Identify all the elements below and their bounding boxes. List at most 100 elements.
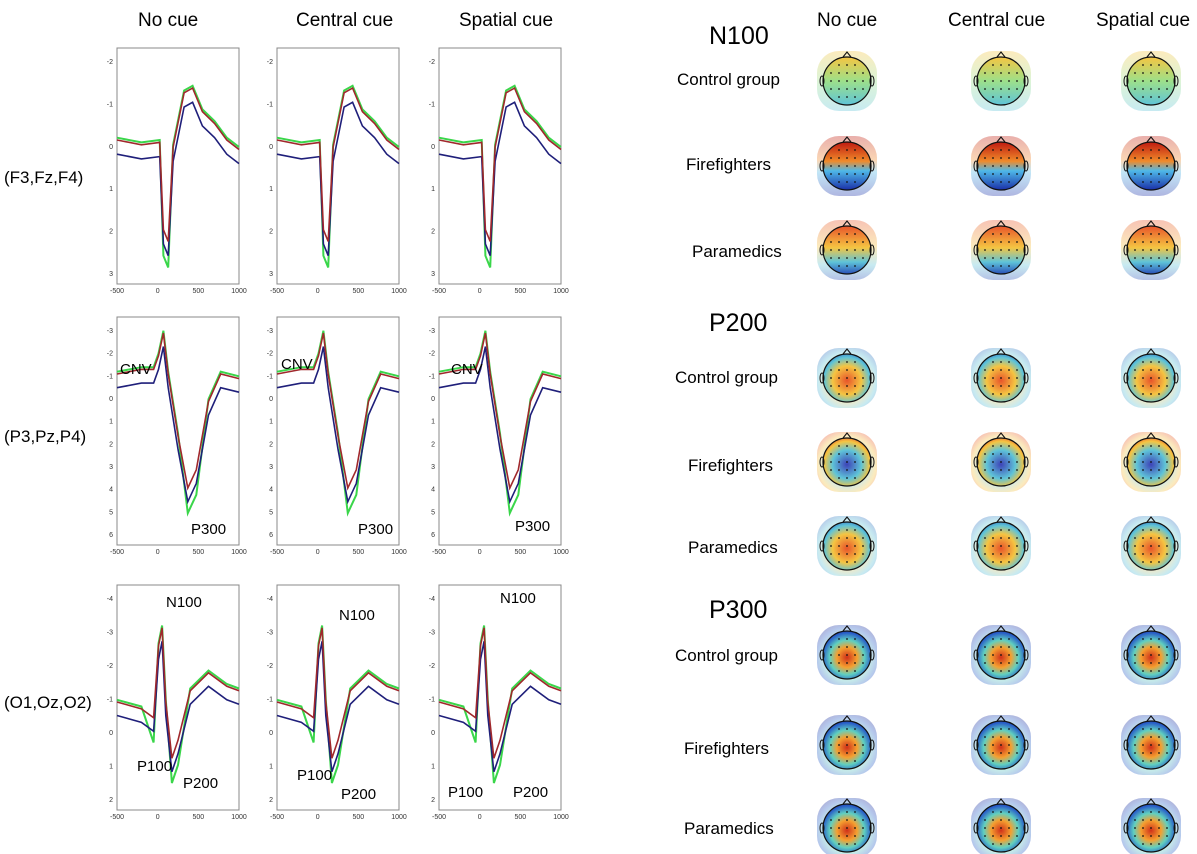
electrode-dot <box>854 736 856 738</box>
electrode-dot <box>1158 461 1160 463</box>
electrode-dot <box>838 233 840 235</box>
electrode-dot <box>1166 385 1168 387</box>
electrode-dot <box>1150 670 1152 672</box>
electrode-dot <box>862 553 864 555</box>
right-ear <box>869 822 875 834</box>
electrode-dot <box>1150 385 1152 387</box>
electrode-dot <box>1134 385 1136 387</box>
right-ear <box>869 160 875 172</box>
electrode-dot <box>1000 662 1002 664</box>
n100-label-central-cue: N100 <box>339 607 375 624</box>
right-ear <box>1023 244 1029 256</box>
electrode-dot <box>1008 96 1010 98</box>
right-ear <box>1023 372 1029 384</box>
electrode-dot <box>1166 537 1168 539</box>
electrode-dot <box>1008 233 1010 235</box>
electrode-dot <box>1000 469 1002 471</box>
electrode-dot <box>854 265 856 267</box>
nose <box>1146 220 1156 227</box>
electrode-dot <box>854 361 856 363</box>
topomap-p200-control-2 <box>1121 348 1181 408</box>
electrode-dot <box>846 827 848 829</box>
electrode-dot <box>992 149 994 151</box>
electrode-dot <box>1142 843 1144 845</box>
electrode-dot <box>1158 173 1160 175</box>
left-ear <box>819 244 825 256</box>
left-ear <box>973 649 979 661</box>
y-tick-label: 4 <box>269 487 273 494</box>
electrode-dot <box>1008 827 1010 829</box>
topomap-p300-firefighters-2 <box>1121 715 1181 775</box>
electrode-dot <box>1158 377 1160 379</box>
electrode-dot <box>838 257 840 259</box>
electrode-dot <box>854 537 856 539</box>
electrode-dot <box>1016 369 1018 371</box>
y-tick-label: 1 <box>431 419 435 426</box>
electrode-dot <box>992 654 994 656</box>
electrode-dot <box>1166 461 1168 463</box>
electrode-dot <box>984 654 986 656</box>
electrode-dot <box>1000 88 1002 90</box>
x-tick-label: 500 <box>514 549 526 556</box>
electrode-dot <box>1150 157 1152 159</box>
y-tick-label: 3 <box>269 464 273 471</box>
electrode-dot <box>830 257 832 259</box>
electrode-dot <box>846 393 848 395</box>
right-ear <box>1173 822 1179 834</box>
electrode-dot <box>1134 835 1136 837</box>
electrode-dot <box>992 752 994 754</box>
electrode-dot <box>830 654 832 656</box>
electrode-dot <box>1158 165 1160 167</box>
electrode-dot <box>1016 461 1018 463</box>
electrode-dot <box>1158 736 1160 738</box>
electrode-dot <box>1142 149 1144 151</box>
electrode-dot <box>854 477 856 479</box>
electrode-dot <box>854 752 856 754</box>
electrode-dot <box>830 819 832 821</box>
electrode-dot <box>1150 165 1152 167</box>
electrode-dot <box>992 670 994 672</box>
right-ear <box>869 372 875 384</box>
electrode-dot <box>862 385 864 387</box>
x-tick-label: 0 <box>156 288 160 295</box>
map-col-label-no-cue: No cue <box>817 10 878 31</box>
electrode-dot <box>1000 385 1002 387</box>
electrode-dot <box>846 385 848 387</box>
electrode-dot <box>1000 646 1002 648</box>
electrode-dot <box>838 736 840 738</box>
y-tick-label: -1 <box>107 697 113 704</box>
electrode-dot <box>838 241 840 243</box>
electrode-dot <box>984 461 986 463</box>
electrode-dot <box>830 157 832 159</box>
electrode-dot <box>1008 736 1010 738</box>
electrode-dot <box>984 744 986 746</box>
electrode-dot <box>854 662 856 664</box>
electrode-dot <box>838 377 840 379</box>
electrode-dot <box>1166 72 1168 74</box>
trace-firefighters <box>116 86 240 242</box>
electrode-dot <box>838 445 840 447</box>
electrode-dot <box>1134 80 1136 82</box>
electrode-dot <box>846 96 848 98</box>
nose <box>996 516 1006 523</box>
topomap-n100-firefighters-1 <box>971 136 1031 196</box>
electrode-dot <box>854 827 856 829</box>
electrode-dot <box>984 646 986 648</box>
right-ear <box>869 75 875 87</box>
electrode-dot <box>854 249 856 251</box>
y-tick-label: -1 <box>429 373 435 380</box>
electrode-dot <box>1016 453 1018 455</box>
electrode-dot <box>830 173 832 175</box>
y-tick-label: -2 <box>267 351 273 358</box>
electrode-dot <box>846 736 848 738</box>
x-tick-label: 1000 <box>553 814 569 821</box>
electrode-dot <box>992 553 994 555</box>
electrode-dot <box>1134 249 1136 251</box>
group-label-p300-paramedics: Paramedics <box>684 819 774 838</box>
electrode-dot <box>992 445 994 447</box>
x-tick-label: 500 <box>352 549 364 556</box>
electrode-dot <box>854 165 856 167</box>
y-tick-label: 2 <box>431 797 435 804</box>
x-tick-label: 0 <box>478 549 482 556</box>
left-ear <box>1123 540 1129 552</box>
